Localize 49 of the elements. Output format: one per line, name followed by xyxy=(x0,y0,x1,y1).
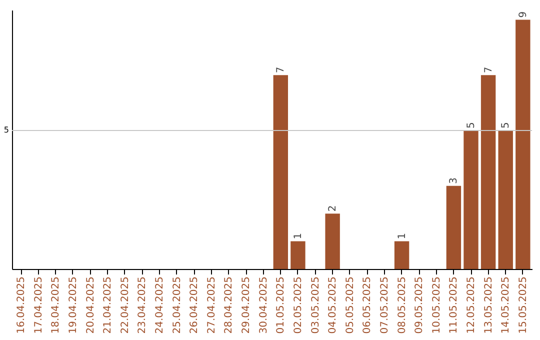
x-tick-label: 17.04.2025 xyxy=(33,276,44,334)
x-tick-label: 07.05.2025 xyxy=(379,276,390,334)
x-tick-label: 12.05.2025 xyxy=(466,276,477,334)
data-label: 9 xyxy=(518,11,529,18)
x-tick-label: 16.04.2025 xyxy=(16,276,28,334)
x-tick-label: 25.04.2025 xyxy=(172,276,183,334)
x-tick-label: 11.05.2025 xyxy=(448,276,460,334)
x-tick-label: 23.04.2025 xyxy=(137,276,148,334)
bar xyxy=(498,130,513,269)
bar xyxy=(464,130,478,269)
x-tick-label: 30.04.2025 xyxy=(258,276,270,334)
data-label: 5 xyxy=(466,122,477,128)
x-tick-label: 14.05.2025 xyxy=(500,276,512,334)
x-tick-label: 26.04.2025 xyxy=(189,276,200,334)
x-tick-label: 19.04.2025 xyxy=(68,276,79,334)
x-tick-label: 20.04.2025 xyxy=(85,276,96,334)
bar xyxy=(273,75,288,269)
x-tick-label: 28.04.2025 xyxy=(224,276,235,334)
bar xyxy=(290,241,306,269)
x-tick-label: 08.05.2025 xyxy=(396,276,408,334)
data-label: 3 xyxy=(448,178,460,184)
x-tick-label: 04.05.2025 xyxy=(328,276,339,334)
bar xyxy=(446,186,462,269)
x-tick-label: 22.04.2025 xyxy=(120,276,131,334)
x-tick-label: 06.05.2025 xyxy=(362,276,374,334)
x-tick-label: 02.05.2025 xyxy=(292,276,304,334)
x-tick-label: 29.04.2025 xyxy=(241,276,252,334)
bar xyxy=(516,20,530,269)
x-tick-label: 10.05.2025 xyxy=(431,276,442,334)
x-tick-label: 09.05.2025 xyxy=(414,276,426,334)
x-tick-label: 27.04.2025 xyxy=(206,276,218,334)
bar xyxy=(325,214,340,269)
x-tick-label: 21.04.2025 xyxy=(102,276,114,334)
bar xyxy=(394,241,410,269)
ref-line-label: 5 xyxy=(4,125,9,134)
x-tick-label: 18.04.2025 xyxy=(50,276,62,334)
data-label: 5 xyxy=(500,122,512,128)
x-tick-label: 13.05.2025 xyxy=(483,276,494,334)
x-tick-label: 05.05.2025 xyxy=(344,276,356,334)
data-label: 7 xyxy=(276,66,287,74)
x-tick-label: 24.04.2025 xyxy=(154,276,166,334)
bar xyxy=(480,75,496,269)
data-label: 7 xyxy=(483,66,494,74)
x-tick-label: 15.05.2025 xyxy=(518,276,529,334)
data-label: 1 xyxy=(396,232,408,240)
x-tick-label: 01.05.2025 xyxy=(276,276,287,334)
x-tick-label: 03.05.2025 xyxy=(310,276,322,334)
data-label: 1 xyxy=(292,232,304,240)
data-label: 2 xyxy=(328,205,339,212)
